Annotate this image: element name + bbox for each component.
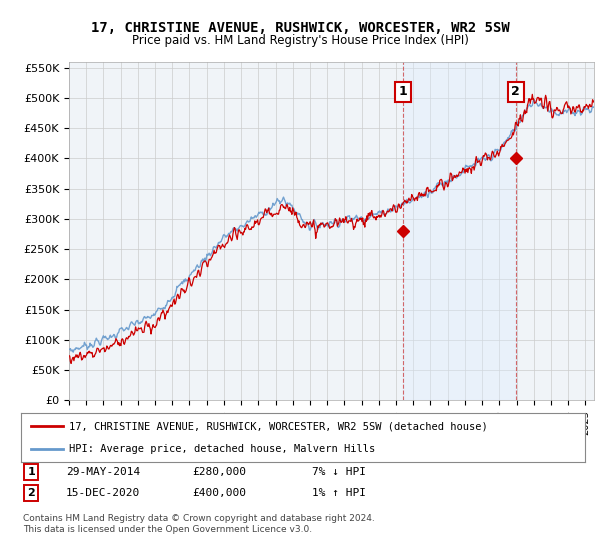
Text: 17, CHRISTINE AVENUE, RUSHWICK, WORCESTER, WR2 5SW: 17, CHRISTINE AVENUE, RUSHWICK, WORCESTE… [91, 21, 509, 35]
Text: £280,000: £280,000 [192, 467, 246, 477]
Text: 29-MAY-2014: 29-MAY-2014 [66, 467, 140, 477]
Text: 1% ↑ HPI: 1% ↑ HPI [312, 488, 366, 498]
Text: 1: 1 [399, 85, 407, 99]
Text: £400,000: £400,000 [192, 488, 246, 498]
Text: 15-DEC-2020: 15-DEC-2020 [66, 488, 140, 498]
Text: 17, CHRISTINE AVENUE, RUSHWICK, WORCESTER, WR2 5SW (detached house): 17, CHRISTINE AVENUE, RUSHWICK, WORCESTE… [69, 421, 488, 431]
Text: Price paid vs. HM Land Registry's House Price Index (HPI): Price paid vs. HM Land Registry's House … [131, 34, 469, 46]
Text: 2: 2 [28, 488, 35, 498]
Text: This data is licensed under the Open Government Licence v3.0.: This data is licensed under the Open Gov… [23, 525, 312, 534]
Text: 1: 1 [28, 467, 35, 477]
Text: Contains HM Land Registry data © Crown copyright and database right 2024.: Contains HM Land Registry data © Crown c… [23, 514, 374, 523]
Text: 2: 2 [511, 85, 520, 99]
Bar [403, 62, 516, 400]
Text: HPI: Average price, detached house, Malvern Hills: HPI: Average price, detached house, Malv… [69, 444, 375, 454]
Text: 7% ↓ HPI: 7% ↓ HPI [312, 467, 366, 477]
